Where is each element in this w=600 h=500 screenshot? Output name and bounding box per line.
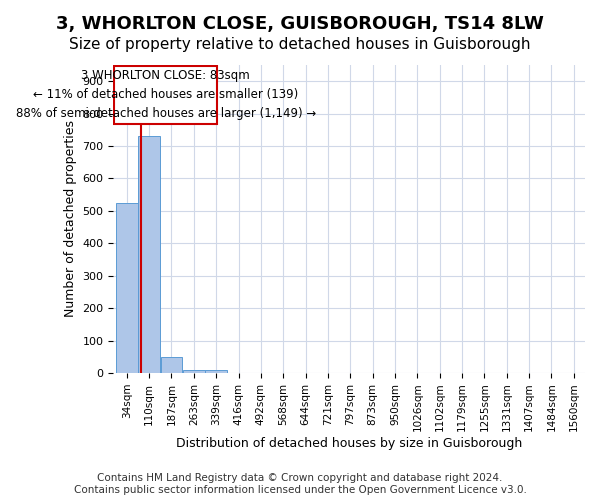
- Bar: [116, 203, 137, 373]
- X-axis label: Distribution of detached houses by size in Guisborough: Distribution of detached houses by size …: [176, 437, 522, 450]
- Bar: [161, 357, 182, 373]
- FancyBboxPatch shape: [115, 66, 217, 124]
- Text: 3 WHORLTON CLOSE: 83sqm
← 11% of detached houses are smaller (139)
88% of semi-d: 3 WHORLTON CLOSE: 83sqm ← 11% of detache…: [16, 70, 316, 120]
- Text: Contains HM Land Registry data © Crown copyright and database right 2024.
Contai: Contains HM Land Registry data © Crown c…: [74, 474, 526, 495]
- Bar: [183, 370, 205, 373]
- Text: Size of property relative to detached houses in Guisborough: Size of property relative to detached ho…: [69, 38, 531, 52]
- Text: 3, WHORLTON CLOSE, GUISBOROUGH, TS14 8LW: 3, WHORLTON CLOSE, GUISBOROUGH, TS14 8LW: [56, 15, 544, 33]
- Y-axis label: Number of detached properties: Number of detached properties: [64, 120, 77, 318]
- Bar: [138, 136, 160, 373]
- Bar: [205, 370, 227, 373]
